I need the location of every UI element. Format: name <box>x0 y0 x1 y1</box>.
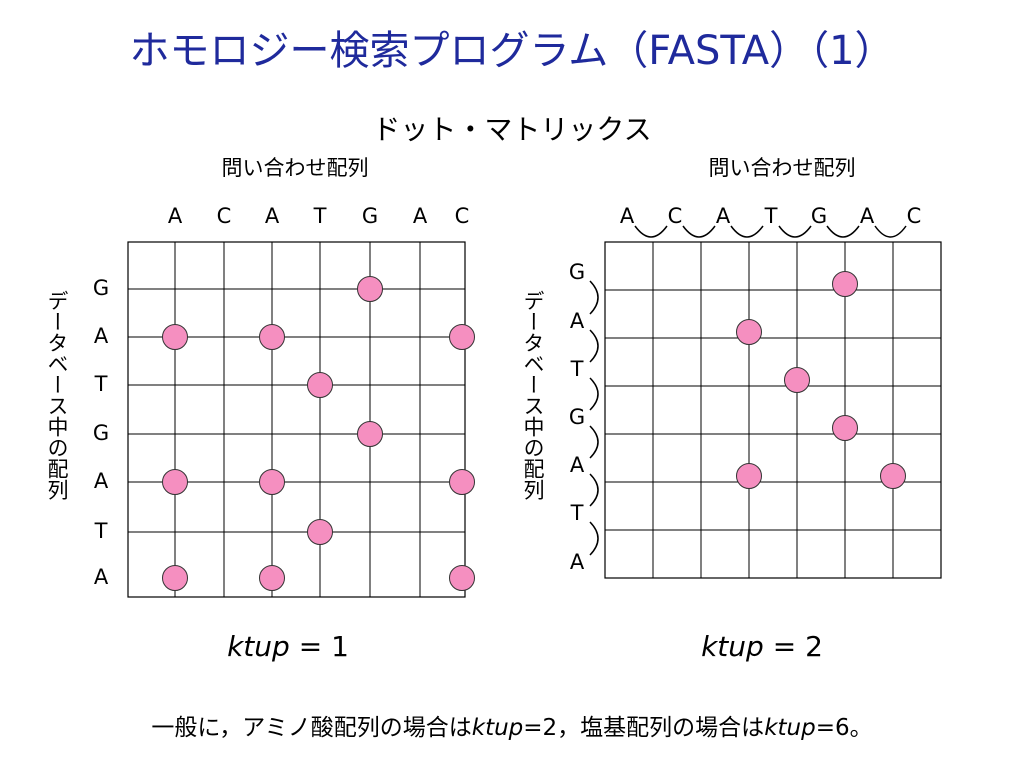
left-db-axis-label: データベース中の配列 <box>45 290 69 500</box>
right-ktup-label: ktup = 2 <box>701 630 823 663</box>
right-row-pair-arc <box>589 377 599 411</box>
left-dot-matrix <box>127 241 475 598</box>
right-db-axis-label: データベース中の配列 <box>521 290 545 500</box>
left-match-dot <box>259 324 285 350</box>
left-col-label: C <box>216 204 232 228</box>
right-grid-border <box>604 241 942 579</box>
left-match-dot <box>357 421 383 447</box>
left-match-dot <box>449 324 475 350</box>
left-query-axis-label: 問い合わせ配列 <box>221 156 369 180</box>
left-match-dot <box>162 469 188 495</box>
left-match-dot <box>162 324 188 350</box>
right-row-pair-arc <box>589 329 599 363</box>
right-row-label: G <box>568 405 586 429</box>
right-col-pair-arc <box>634 225 668 238</box>
left-match-dot <box>162 565 188 591</box>
right-row-pair-arc <box>589 521 599 556</box>
left-match-dot <box>307 519 333 545</box>
right-col-label: C <box>906 204 922 228</box>
right-col-label: C <box>667 204 683 228</box>
left-match-dot <box>259 565 285 591</box>
left-ktup-label: ktup = 1 <box>227 630 349 663</box>
left-col-label: A <box>412 204 428 228</box>
right-col-pair-arc <box>730 225 764 238</box>
left-row-label: A <box>93 324 109 348</box>
right-col-label: A <box>859 204 875 228</box>
left-row-label: T <box>94 519 108 543</box>
right-match-dot <box>784 367 810 393</box>
right-match-dot <box>880 463 906 489</box>
right-row-label: A <box>569 453 585 477</box>
right-row-pair-arc <box>589 280 599 315</box>
right-row-label: G <box>568 260 586 284</box>
right-col-pair-arc <box>778 225 812 238</box>
left-row-label: G <box>92 421 110 445</box>
left-match-dot <box>449 565 475 591</box>
left-col-label: C <box>454 204 470 228</box>
left-col-label: G <box>361 204 379 228</box>
left-match-dot <box>357 276 383 302</box>
right-row-label: T <box>570 501 584 525</box>
right-col-label: T <box>764 204 778 228</box>
right-query-axis-label: 問い合わせ配列 <box>708 156 856 180</box>
right-col-pair-arc <box>874 225 907 238</box>
right-col-label: A <box>619 204 635 228</box>
right-row-pair-arc <box>589 473 599 507</box>
right-dot-matrix <box>604 241 942 579</box>
left-row-label: A <box>93 565 109 589</box>
right-match-dot <box>832 271 858 297</box>
slide-title: ホモロジー検索プログラム（FASTA）（1） <box>129 28 895 74</box>
left-row-label: G <box>92 276 110 300</box>
left-row-label: T <box>94 372 108 396</box>
left-match-dot <box>259 469 285 495</box>
left-col-label: A <box>167 204 183 228</box>
right-match-dot <box>736 319 762 345</box>
right-row-pair-arc <box>589 425 599 459</box>
footer-note: 一般に，アミノ酸配列の場合はktup=2，塩基配列の場合はktup=6。 <box>151 715 873 741</box>
right-col-label: G <box>810 204 828 228</box>
left-col-label: A <box>264 204 280 228</box>
slide-subtitle: ドット・マトリックス <box>372 113 652 146</box>
right-col-pair-arc <box>682 225 716 238</box>
right-row-label: A <box>569 309 585 333</box>
left-match-dot <box>449 469 475 495</box>
right-pair-arcs <box>589 225 907 556</box>
right-match-dot <box>736 463 762 489</box>
left-match-dot <box>307 372 333 398</box>
left-grid-border <box>127 241 466 598</box>
right-col-label: A <box>715 204 731 228</box>
right-match-dot <box>832 415 858 441</box>
left-col-label: T <box>313 204 327 228</box>
left-row-label: A <box>93 469 109 493</box>
right-col-pair-arc <box>826 225 860 238</box>
right-row-label: T <box>570 357 584 381</box>
right-row-label: A <box>569 550 585 574</box>
